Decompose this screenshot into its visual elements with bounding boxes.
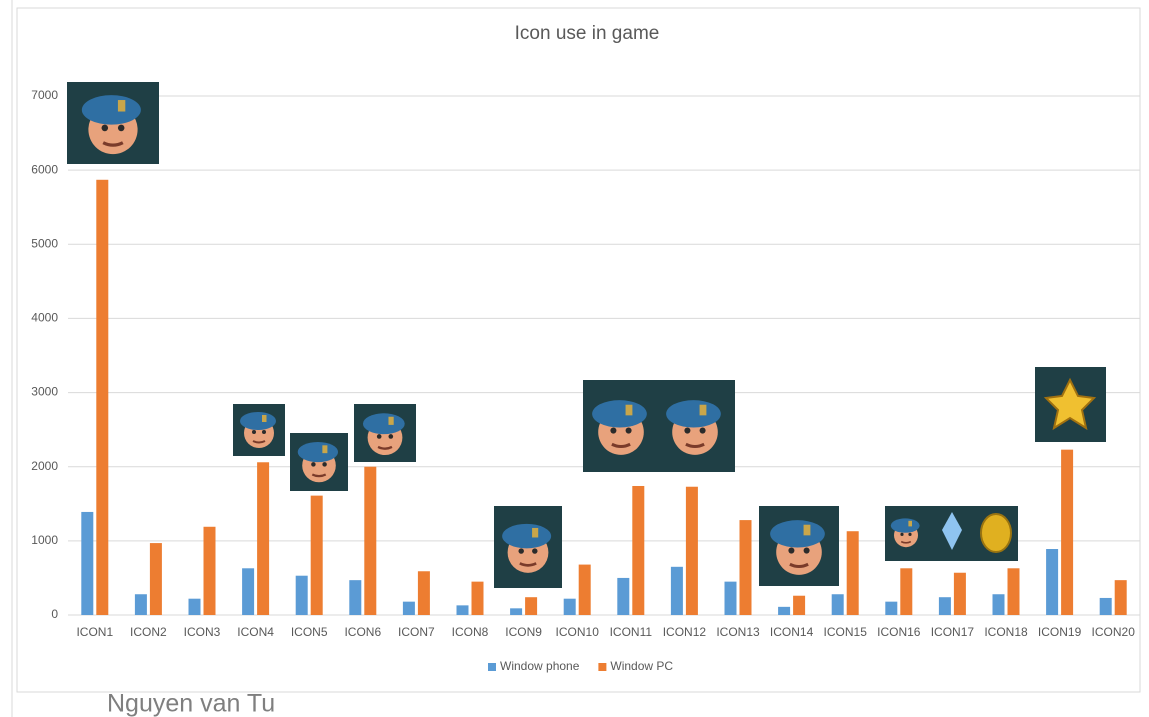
x-tick-label: ICON14: [770, 625, 814, 639]
x-tick-label: ICON4: [237, 625, 274, 639]
bar: [778, 606, 791, 615]
bar: [417, 571, 430, 615]
bar: [81, 511, 94, 615]
x-tick-label: ICON16: [877, 625, 921, 639]
y-tick-label: 1000: [31, 533, 58, 547]
x-tick-label: ICON3: [184, 625, 221, 639]
bar: [578, 564, 591, 615]
x-tick-label: ICON2: [130, 625, 167, 639]
icon-coin: [980, 513, 1012, 553]
bar: [1061, 449, 1074, 615]
bar: [188, 598, 201, 615]
x-tick-label: ICON9: [505, 625, 542, 639]
icons: [67, 82, 1106, 588]
x-tick-label: ICON6: [344, 625, 381, 639]
bar: [310, 495, 323, 615]
chart-frame: [16, 7, 1141, 693]
bar: [402, 601, 415, 615]
y-tick-label: 7000: [31, 88, 58, 102]
x-tick-label: ICON12: [663, 625, 707, 639]
bar: [203, 526, 216, 615]
y-tick-label: 2000: [31, 459, 58, 473]
bar: [96, 179, 109, 615]
bar: [617, 577, 630, 615]
y-tick-label: 3000: [31, 385, 58, 399]
bar: [846, 531, 859, 615]
bar: [364, 466, 377, 615]
x-tick-label: ICON19: [1038, 625, 1082, 639]
chart-title: Icon use in game: [515, 23, 660, 44]
y-tick-label: 5000: [31, 236, 58, 250]
x-tick-label: ICON8: [452, 625, 489, 639]
bar: [670, 566, 683, 615]
bar: [953, 572, 966, 615]
x-tick-label: ICON20: [1092, 625, 1136, 639]
bar: [793, 595, 806, 615]
bar: [134, 594, 147, 615]
bar: [1007, 568, 1020, 615]
bar: [349, 580, 362, 615]
x-tick-label: ICON7: [398, 625, 435, 639]
legend-label: Window phone: [500, 659, 580, 673]
x-tick-label: ICON1: [76, 625, 113, 639]
x-tick-label: ICON5: [291, 625, 328, 639]
y-tick-label: 0: [51, 607, 58, 621]
bar: [938, 597, 951, 615]
bar: [632, 485, 645, 615]
x-tick-label: ICON17: [931, 625, 975, 639]
legend-label: Window PC: [610, 659, 673, 673]
y-tick-label: 4000: [31, 311, 58, 325]
legend-key: [598, 663, 607, 671]
bar: [685, 486, 698, 615]
icon-crystal: [942, 512, 962, 550]
bar: [739, 520, 752, 615]
bar: [1046, 549, 1059, 615]
bar: [724, 581, 737, 615]
footer-text: Nguyen van Tu: [107, 690, 275, 717]
bar: [471, 581, 484, 615]
bar: [242, 568, 255, 615]
bar: [510, 608, 523, 615]
bar: [257, 462, 270, 615]
bar: [456, 605, 469, 615]
bar: [885, 601, 898, 615]
bar: [525, 597, 538, 615]
bar: [1114, 580, 1127, 615]
legend-key: [488, 663, 496, 671]
x-tick-label: ICON15: [824, 625, 868, 639]
bar: [563, 598, 576, 615]
bar: [295, 575, 308, 615]
x-tick-label: ICON10: [556, 625, 600, 639]
y-tick-label: 6000: [31, 162, 58, 176]
x-tick-label: ICON13: [716, 625, 760, 639]
x-tick-label: ICON18: [984, 625, 1028, 639]
bar: [149, 543, 162, 615]
bar: [992, 594, 1005, 615]
bar: [831, 594, 844, 615]
bar: [900, 568, 913, 615]
bar: [1099, 597, 1112, 615]
x-tick-label: ICON11: [610, 625, 653, 639]
icon-medal: [1043, 377, 1097, 431]
